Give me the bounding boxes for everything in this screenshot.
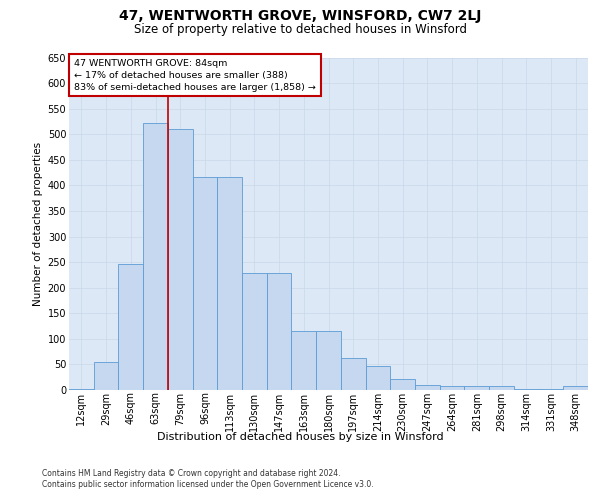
Text: Size of property relative to detached houses in Winsford: Size of property relative to detached ho… — [133, 22, 467, 36]
Bar — [316, 330, 341, 390]
Bar — [539, 389, 563, 390]
Text: Contains HM Land Registry data © Crown copyright and database right 2024.: Contains HM Land Registry data © Crown c… — [42, 469, 341, 478]
Bar — [390, 378, 415, 390]
Text: 47 WENTWORTH GROVE: 84sqm
← 17% of detached houses are smaller (388)
83% of semi: 47 WENTWORTH GROVE: 84sqm ← 17% of detac… — [74, 59, 316, 92]
Bar — [292, 330, 316, 390]
Text: 47, WENTWORTH GROVE, WINSFORD, CW7 2LJ: 47, WENTWORTH GROVE, WINSFORD, CW7 2LJ — [119, 9, 481, 23]
Bar — [514, 389, 539, 390]
Bar — [341, 358, 365, 390]
Text: Contains public sector information licensed under the Open Government Licence v3: Contains public sector information licen… — [42, 480, 374, 489]
Bar — [267, 274, 292, 390]
Bar — [69, 389, 94, 390]
Bar — [464, 386, 489, 390]
Bar — [94, 362, 118, 390]
Bar — [143, 123, 168, 390]
Bar — [563, 386, 588, 390]
Bar — [217, 176, 242, 390]
Bar — [440, 386, 464, 390]
Bar — [118, 264, 143, 390]
Text: Distribution of detached houses by size in Winsford: Distribution of detached houses by size … — [157, 432, 443, 442]
Bar — [365, 366, 390, 390]
Bar — [168, 129, 193, 390]
Bar — [489, 386, 514, 390]
Bar — [193, 176, 217, 390]
Bar — [242, 274, 267, 390]
Y-axis label: Number of detached properties: Number of detached properties — [34, 142, 43, 306]
Bar — [415, 385, 440, 390]
